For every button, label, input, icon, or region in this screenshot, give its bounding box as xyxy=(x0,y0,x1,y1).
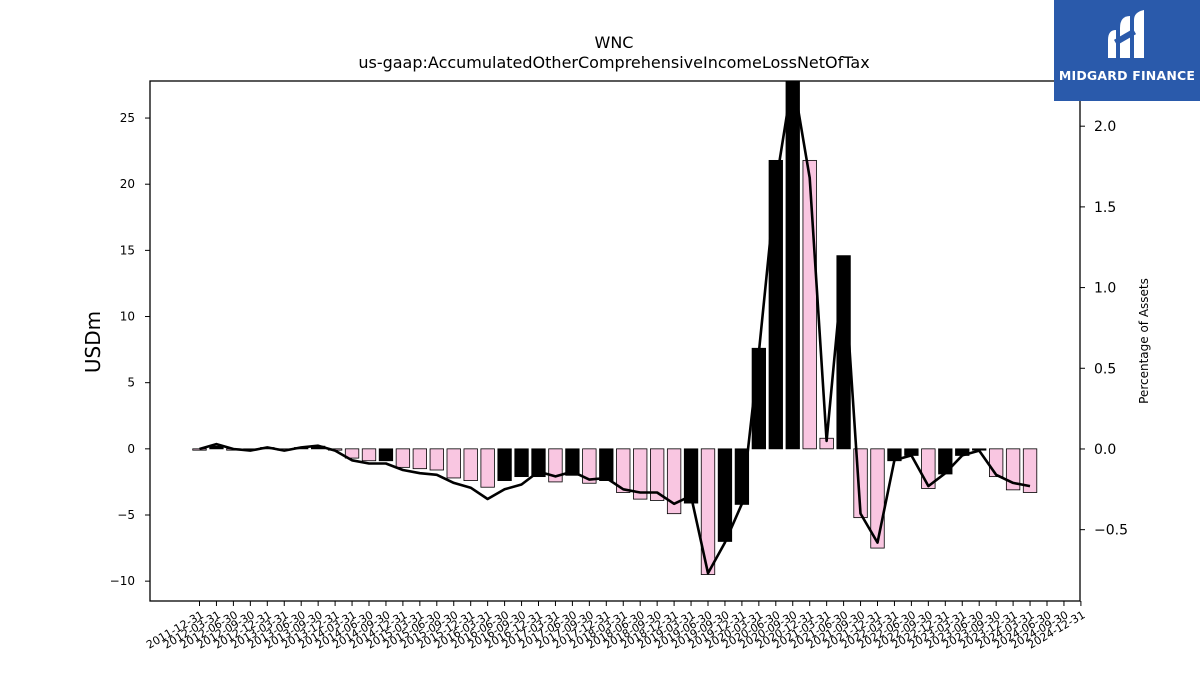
bar xyxy=(836,255,851,450)
bar xyxy=(480,448,495,488)
chart-subtitle: us-gaap:AccumulatedOtherComprehensiveInc… xyxy=(358,53,869,72)
y-tick-label: 20 xyxy=(120,177,135,191)
y-tick-label: −5 xyxy=(117,508,135,522)
y2-tick-label: 0.5 xyxy=(1094,361,1116,377)
plot-frame xyxy=(149,80,1081,602)
bar xyxy=(514,448,529,478)
bar xyxy=(1005,448,1021,491)
y-tick-label: 15 xyxy=(120,243,135,257)
bar xyxy=(650,448,665,501)
bar xyxy=(344,448,360,459)
bar xyxy=(548,448,563,483)
y2-tick-label: 0.0 xyxy=(1094,442,1116,458)
bar xyxy=(717,448,733,542)
bar xyxy=(395,448,411,468)
bar xyxy=(446,448,461,479)
bar xyxy=(361,448,377,462)
bar xyxy=(633,448,648,500)
percent-line xyxy=(199,81,1031,575)
bar xyxy=(802,159,817,450)
y2-tick-label: 1.0 xyxy=(1094,281,1116,297)
bar xyxy=(785,81,800,450)
bar-series xyxy=(192,81,1038,575)
bar xyxy=(582,448,597,484)
bar xyxy=(463,448,478,481)
bar xyxy=(768,159,783,450)
axes: −10−50510152025−0.50.00.51.01.52.02011-1… xyxy=(110,80,1128,652)
bar xyxy=(378,448,394,462)
y2-tick-label: 2.0 xyxy=(1094,119,1116,135)
bar xyxy=(565,448,580,476)
y-axis-label: USDm xyxy=(81,311,105,373)
logo-text: MIDGARD FINANCE xyxy=(1058,68,1196,83)
midgard-finance-logo: MIDGARD FINANCE xyxy=(1054,0,1200,101)
bar xyxy=(1022,448,1038,493)
bar xyxy=(666,448,682,515)
bar xyxy=(412,448,428,470)
y-tick-label: 5 xyxy=(127,376,135,390)
y-tick-label: 25 xyxy=(120,111,135,125)
bar xyxy=(683,448,699,504)
y-tick-label: 10 xyxy=(120,310,135,324)
chart-title: WNC xyxy=(595,33,634,52)
y-tick-label: −10 xyxy=(110,574,135,588)
bar xyxy=(192,448,207,451)
y2-tick-label: 1.5 xyxy=(1094,200,1116,216)
bar xyxy=(700,448,716,575)
y-tick-label: 0 xyxy=(127,442,135,456)
y2-axis-label: Percentage of Assets xyxy=(1137,278,1151,404)
bar xyxy=(429,448,444,471)
bar xyxy=(531,448,546,478)
bar xyxy=(209,445,224,450)
bar xyxy=(989,448,1004,478)
bar xyxy=(938,448,953,475)
bar xyxy=(599,448,614,481)
midgard-logo-icon xyxy=(1108,10,1144,58)
y2-tick-label: −0.5 xyxy=(1094,523,1128,539)
bar xyxy=(497,448,512,481)
percent-line-series xyxy=(199,81,1031,575)
bar xyxy=(616,448,631,493)
